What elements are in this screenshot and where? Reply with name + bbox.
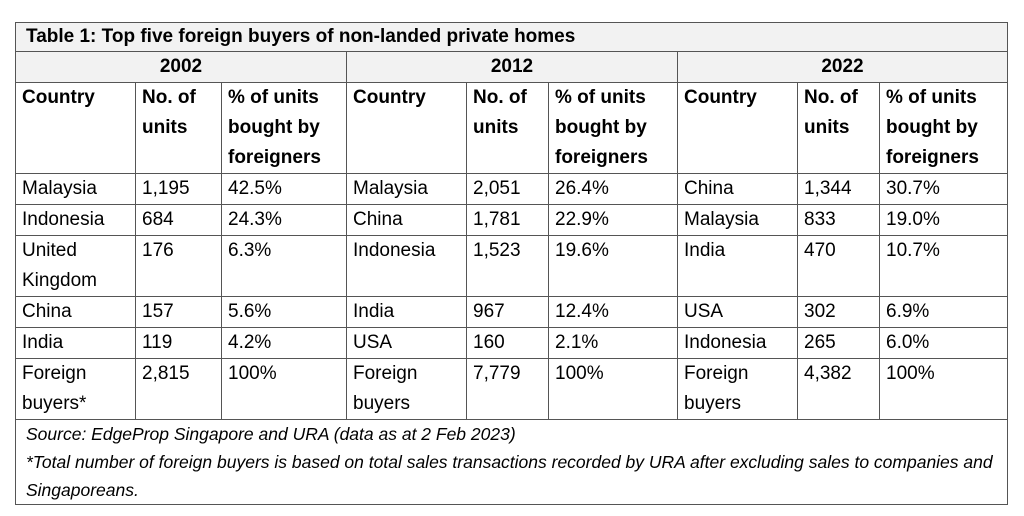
units-cell: 2,051 (466, 173, 549, 205)
units-cell: 684 (135, 204, 222, 236)
country-cell: USA (346, 327, 467, 359)
col-units-header: No. of units (797, 82, 880, 174)
country-cell: China (15, 296, 136, 328)
units-cell: 157 (135, 296, 222, 328)
country-cell: China (677, 173, 798, 205)
table-row: Malaysia 1,195 42.5% Malaysia 2,051 26.4… (15, 173, 1009, 205)
units-cell: 1,781 (466, 204, 549, 236)
country-cell: Indonesia (346, 235, 467, 297)
table-row-total: Foreign buyers* 2,815 100% Foreign buyer… (15, 358, 1009, 420)
foreign-buyers-table: Table 1: Top five foreign buyers of non-… (14, 22, 1009, 505)
pct-cell: 19.6% (548, 235, 678, 297)
col-units-header: No. of units (135, 82, 222, 174)
units-cell: 1,344 (797, 173, 880, 205)
source-note: Source: EdgeProp Singapore and URA (data… (26, 424, 516, 444)
year-header-2022: 2022 (676, 51, 1009, 83)
units-cell: 967 (466, 296, 549, 328)
country-cell: Malaysia (677, 204, 798, 236)
country-cell: Foreign buyers (346, 358, 467, 420)
pct-cell: 22.9% (548, 204, 678, 236)
pct-cell: 6.3% (221, 235, 347, 297)
table-row: United Kingdom 176 6.3% Indonesia 1,523 … (15, 235, 1009, 297)
units-cell: 2,815 (135, 358, 222, 420)
units-cell: 1,195 (135, 173, 222, 205)
country-cell: Foreign buyers (677, 358, 798, 420)
pct-cell: 10.7% (878, 235, 1009, 297)
table-title: Table 1: Top five foreign buyers of non-… (14, 22, 1009, 52)
table-row: India 119 4.2% USA 160 2.1% Indonesia 26… (15, 327, 1009, 359)
year-header-2012: 2012 (346, 51, 678, 83)
units-cell: 265 (797, 327, 880, 359)
pct-cell: 24.3% (221, 204, 347, 236)
units-cell: 833 (797, 204, 880, 236)
pct-cell: 6.9% (878, 296, 1009, 328)
pct-cell: 4.2% (221, 327, 347, 359)
country-cell: Indonesia (677, 327, 798, 359)
country-cell: China (346, 204, 467, 236)
units-cell: 1,523 (466, 235, 549, 297)
col-pct-header: % of units bought by foreigners (878, 82, 1009, 174)
units-cell: 176 (135, 235, 222, 297)
pct-cell: 5.6% (221, 296, 347, 328)
pct-cell: 30.7% (878, 173, 1009, 205)
units-cell: 4,382 (797, 358, 880, 420)
country-cell: Malaysia (15, 173, 136, 205)
pct-cell: 6.0% (878, 327, 1009, 359)
table-row: China 157 5.6% India 967 12.4% USA 302 6… (15, 296, 1009, 328)
col-country-header: Country (677, 82, 798, 174)
country-cell: India (15, 327, 136, 359)
pct-cell: 100% (548, 358, 678, 420)
col-units-header: No. of units (466, 82, 549, 174)
country-cell: Malaysia (346, 173, 467, 205)
col-country-header: Country (346, 82, 467, 174)
foreign-buyers-table-container: Table 1: Top five foreign buyers of non-… (14, 22, 1009, 505)
column-header-row: Country No. of units % of units bought b… (15, 82, 1009, 174)
pct-cell: 100% (221, 358, 347, 420)
units-cell: 160 (466, 327, 549, 359)
units-cell: 302 (797, 296, 880, 328)
pct-cell: 19.0% (878, 204, 1009, 236)
country-cell: India (677, 235, 798, 297)
country-cell: United Kingdom (15, 235, 136, 297)
units-cell: 119 (135, 327, 222, 359)
country-cell: Foreign buyers* (15, 358, 136, 420)
country-cell: USA (677, 296, 798, 328)
col-pct-header: % of units bought by foreigners (548, 82, 678, 174)
pct-cell: 42.5% (221, 173, 347, 205)
units-cell: 7,779 (466, 358, 549, 420)
pct-cell: 100% (878, 358, 1009, 420)
units-cell: 470 (797, 235, 880, 297)
pct-cell: 26.4% (548, 173, 678, 205)
country-cell: Indonesia (15, 204, 136, 236)
col-country-header: Country (15, 82, 136, 174)
pct-cell: 2.1% (548, 327, 678, 359)
year-header-2002: 2002 (15, 51, 347, 83)
country-cell: India (346, 296, 467, 328)
table-row: Indonesia 684 24.3% China 1,781 22.9% Ma… (15, 204, 1009, 236)
col-pct-header: % of units bought by foreigners (221, 82, 347, 174)
footnote: *Total number of foreign buyers is based… (26, 452, 993, 500)
table-notes: Source: EdgeProp Singapore and URA (data… (14, 419, 1009, 505)
pct-cell: 12.4% (548, 296, 678, 328)
